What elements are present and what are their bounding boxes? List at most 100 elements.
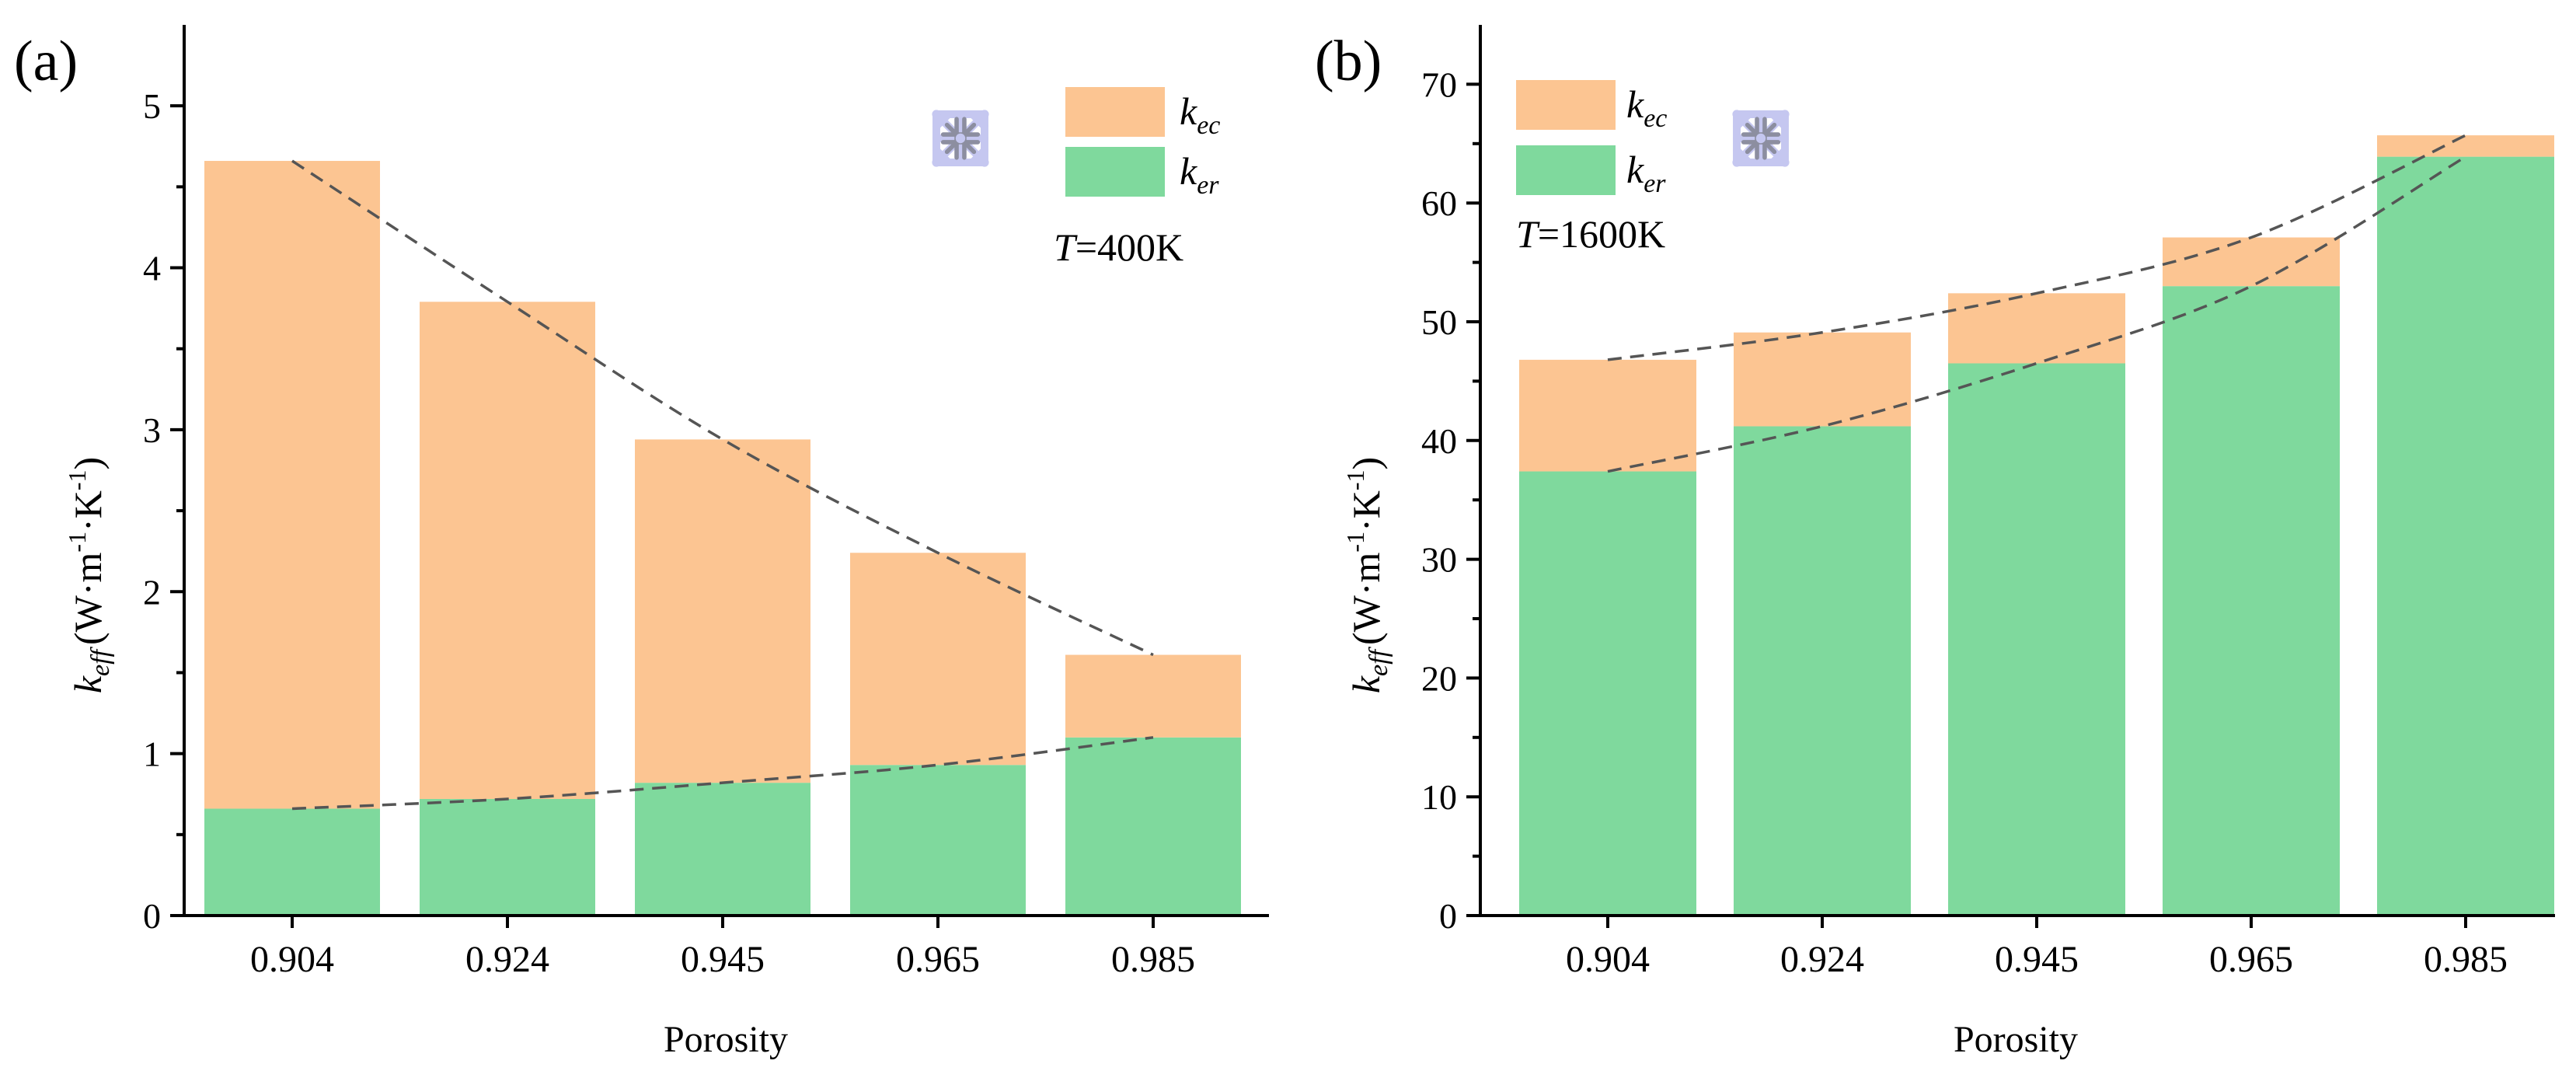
temperature-annotation: T=1600K bbox=[1516, 212, 1665, 256]
x-tick-label: 0.965 bbox=[896, 939, 980, 980]
y-tick-label: 70 bbox=[1421, 65, 1457, 104]
y-tick-label: 3 bbox=[143, 410, 161, 450]
bar-k-er-0.924 bbox=[420, 798, 595, 916]
bar-k-er-0.965 bbox=[850, 765, 1026, 916]
bar-k-er-0.945 bbox=[635, 783, 810, 916]
y-axis-label-exp2: -1 bbox=[1341, 470, 1369, 491]
trend-line-total bbox=[1607, 134, 2466, 361]
legend-label-k-ec-main: k bbox=[1180, 89, 1197, 133]
y-axis-label-sub: eff bbox=[86, 646, 115, 676]
y-tick-label: 4 bbox=[143, 249, 161, 288]
x-tick-labels: 0.904 0.924 0.945 0.965 0.985 bbox=[250, 939, 1195, 980]
porous-lattice-structure-icon bbox=[931, 109, 991, 169]
bar-k-er-0.904 bbox=[1519, 471, 1696, 916]
y-axis-label: keff(W·m-1·K-1) bbox=[63, 457, 115, 693]
y-tick-label: 50 bbox=[1421, 302, 1457, 342]
x-tick-label: 0.904 bbox=[1566, 939, 1650, 980]
x-tick-label: 0.945 bbox=[681, 939, 765, 980]
y-axis-label-unit: (W·m bbox=[1344, 552, 1388, 644]
bar-k-er-0.924 bbox=[1734, 426, 1911, 916]
y-tick-label: 20 bbox=[1421, 658, 1457, 698]
temperature-symbol: T bbox=[1516, 212, 1540, 256]
legend-label-k-er-sub: er bbox=[1644, 169, 1666, 198]
bar-k-ec-0.904 bbox=[1519, 359, 1696, 472]
legend-label-k-ec-sub: ec bbox=[1644, 104, 1667, 133]
y-tick-labels: 0 1 2 3 4 5 bbox=[143, 86, 161, 936]
trend-line-k-er bbox=[291, 736, 1154, 811]
y-axis-label: keff(W·m-1·K-1) bbox=[1341, 457, 1393, 693]
bar-k-ec-0.985 bbox=[2377, 135, 2554, 157]
legend: kec ker bbox=[1516, 80, 1667, 198]
legend-label-k-ec: kec bbox=[1626, 82, 1667, 133]
y-axis-label-exp1: -1 bbox=[63, 532, 91, 553]
porous-lattice-structure-icon bbox=[1731, 109, 1791, 169]
y-axis-label-main: k bbox=[66, 675, 110, 693]
y-axis-label-exp2: -1 bbox=[63, 470, 91, 491]
legend-label-k-ec-main: k bbox=[1626, 82, 1644, 126]
y-tick-label: 0 bbox=[1439, 896, 1457, 936]
bar-k-ec-0.945 bbox=[1948, 293, 2125, 364]
y-tick-label: 0 bbox=[143, 896, 161, 936]
temperature-value: =1600K bbox=[1538, 212, 1665, 256]
bar-k-ec-0.924 bbox=[420, 302, 595, 799]
bar-k-ec-0.965 bbox=[850, 553, 1026, 766]
bar-k-ec-0.945 bbox=[635, 439, 810, 783]
bars-layer bbox=[204, 161, 1241, 916]
y-axis-label-sub: eff bbox=[1365, 646, 1393, 676]
trend-layer bbox=[291, 159, 1154, 811]
bar-k-er-0.965 bbox=[2163, 286, 2340, 916]
trend-line-k-er bbox=[1607, 155, 2466, 473]
y-axis-label-close: ) bbox=[1344, 457, 1388, 470]
trend-layer bbox=[1607, 134, 2466, 473]
bar-k-ec-0.904 bbox=[204, 161, 380, 809]
y-axis-label-close: ) bbox=[66, 457, 110, 470]
legend-label-k-er-main: k bbox=[1626, 148, 1644, 191]
x-tick-label: 0.924 bbox=[1780, 939, 1864, 980]
temperature-annotation: T=400K bbox=[1054, 225, 1183, 269]
y-tick-label: 30 bbox=[1421, 540, 1457, 580]
legend-label-k-er-main: k bbox=[1180, 149, 1197, 193]
axes-layer bbox=[1466, 25, 2555, 928]
legend-label-k-er: ker bbox=[1180, 149, 1219, 200]
legend-swatch-k-er bbox=[1065, 147, 1165, 197]
legend-swatch-k-ec bbox=[1516, 80, 1616, 130]
y-axis-label-exp1: -1 bbox=[1341, 532, 1369, 553]
legend-label-k-ec-sub: ec bbox=[1197, 111, 1220, 140]
x-tick-label: 0.945 bbox=[1995, 939, 2079, 980]
bar-k-ec-0.965 bbox=[2163, 237, 2340, 287]
legend-label-k-er-sub: er bbox=[1197, 171, 1219, 200]
bar-k-er-0.945 bbox=[1948, 363, 2125, 916]
y-axis-label-unit: (W·m bbox=[66, 552, 110, 644]
legend-label-k-er: ker bbox=[1626, 148, 1666, 198]
x-tick-label: 0.924 bbox=[465, 939, 549, 980]
x-tick-label: 0.985 bbox=[2424, 939, 2508, 980]
y-tick-label: 60 bbox=[1421, 183, 1457, 223]
bar-k-er-0.985 bbox=[1065, 737, 1241, 916]
temperature-value: =400K bbox=[1075, 225, 1183, 269]
bar-k-er-0.985 bbox=[2377, 156, 2554, 916]
panel-label: (a) bbox=[14, 30, 78, 93]
bar-k-ec-0.985 bbox=[1065, 654, 1241, 738]
panel-label: (b) bbox=[1315, 30, 1382, 93]
legend-swatch-k-er bbox=[1516, 145, 1616, 195]
x-axis-label: Porosity bbox=[1954, 1019, 2078, 1060]
temperature-symbol: T bbox=[1054, 225, 1078, 269]
legend: kec ker bbox=[1065, 87, 1220, 200]
x-tick-labels: 0.904 0.924 0.945 0.965 0.985 bbox=[1566, 939, 2508, 980]
axes-layer bbox=[170, 25, 1269, 928]
y-axis-label-mid: ·K bbox=[66, 490, 110, 532]
bar-k-er-0.904 bbox=[204, 808, 380, 916]
legend-label-k-ec: kec bbox=[1180, 89, 1220, 140]
x-axis-label: Porosity bbox=[664, 1019, 788, 1060]
y-tick-label: 2 bbox=[143, 572, 161, 612]
bar-k-ec-0.924 bbox=[1734, 332, 1911, 427]
trend-line-total bbox=[291, 159, 1154, 657]
panel-a: (a) 0 1 2 3 4 5 0.904 0.924 0.945 0.965 0.985 Por… bbox=[14, 25, 1269, 1060]
legend-swatch-k-ec bbox=[1065, 87, 1165, 137]
panel-b: (b) 0 10 20 30 40 50 60 70 0.904 0.924 0.945 0.965… bbox=[1315, 25, 2555, 1060]
y-tick-labels: 0 10 20 30 40 50 60 70 bbox=[1421, 65, 1457, 936]
x-tick-label: 0.985 bbox=[1111, 939, 1195, 980]
y-axis-label-mid: ·K bbox=[1344, 490, 1388, 532]
x-tick-label: 0.965 bbox=[2209, 939, 2293, 980]
y-tick-label: 40 bbox=[1421, 421, 1457, 461]
